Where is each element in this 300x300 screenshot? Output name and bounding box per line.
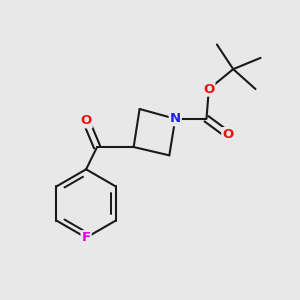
Text: O: O bbox=[203, 82, 214, 96]
Text: O: O bbox=[222, 128, 233, 141]
Text: N: N bbox=[170, 112, 181, 125]
Text: O: O bbox=[80, 114, 92, 128]
Text: F: F bbox=[82, 231, 91, 244]
